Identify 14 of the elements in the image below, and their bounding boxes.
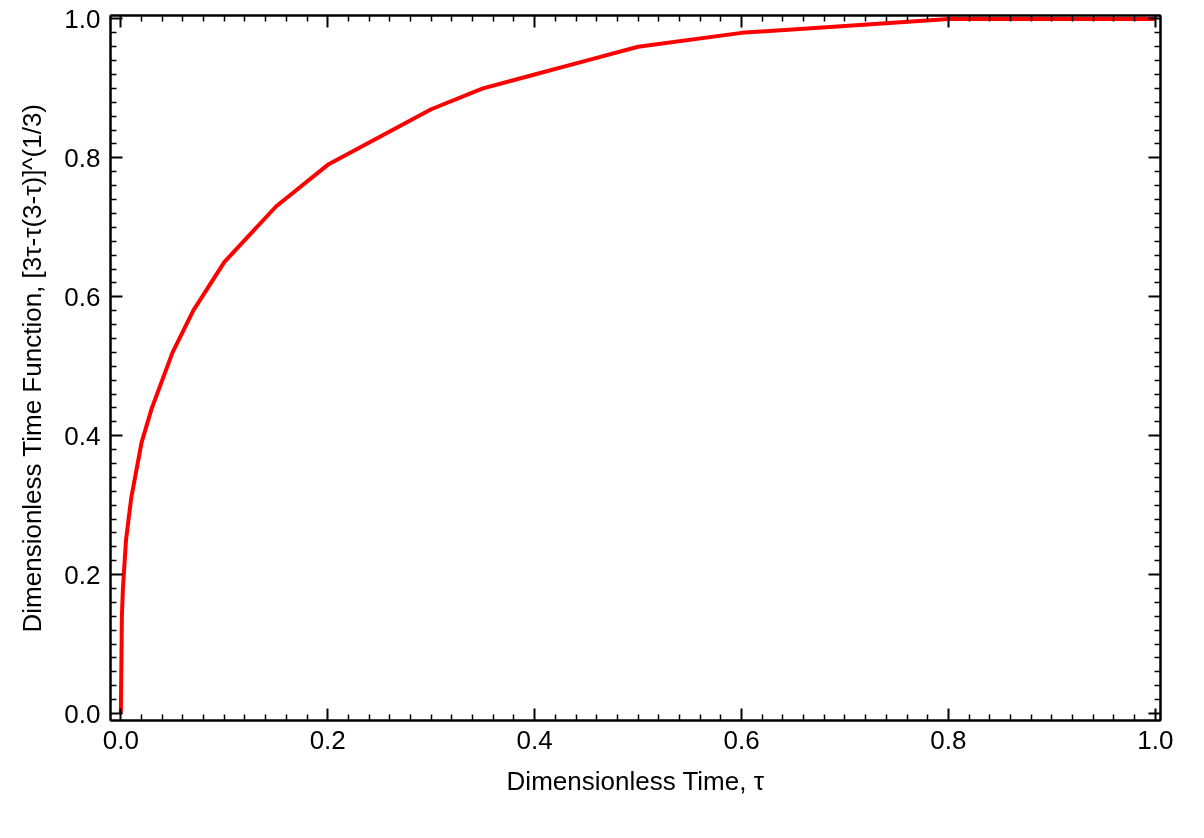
x-axis-title: Dimensionless Time, τ [506,765,765,796]
y-tick-label: 0.4 [64,420,101,451]
x-tick-label: 1.0 [1137,724,1174,755]
x-tick-label: 0.8 [930,724,967,755]
x-tick-label: 0.6 [723,724,760,755]
y-axis-title: Dimensionless Time Function, [3τ-τ(3-τ)]^(1/3) [17,103,48,633]
x-tick-label: 0.0 [102,724,139,755]
x-tick-label: 0.4 [516,724,553,755]
y-tick-label: 1.0 [64,3,101,34]
y-tick-label: 0.2 [64,559,101,590]
x-tick-label: 0.2 [309,724,346,755]
y-tick-label: 0.8 [64,142,101,173]
y-tick-label: 0.6 [64,281,101,312]
y-tick-label: 0.0 [64,698,101,729]
